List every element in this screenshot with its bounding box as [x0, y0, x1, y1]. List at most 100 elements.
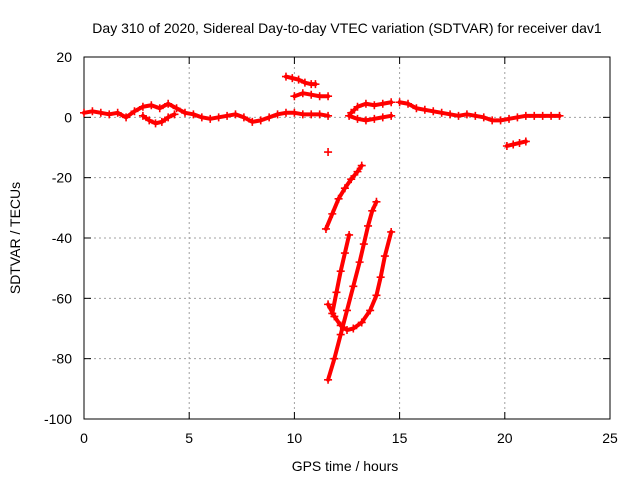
- data-point: [345, 230, 354, 239]
- data-point: [359, 240, 368, 249]
- y-tick-label: 20: [56, 49, 72, 65]
- data-point: [330, 312, 339, 321]
- data-points: [80, 72, 564, 384]
- data-point: [429, 107, 438, 116]
- data-point: [336, 267, 345, 276]
- data-point: [420, 105, 429, 114]
- data-point: [412, 104, 421, 113]
- data-point: [334, 194, 343, 203]
- data-point: [353, 102, 362, 111]
- data-point: [479, 113, 488, 122]
- data-point: [353, 167, 362, 176]
- chart-title: Day 310 of 2020, Sidereal Day-to-day VTE…: [92, 20, 602, 36]
- series-streak-b: [324, 197, 381, 384]
- data-point: [231, 110, 240, 119]
- series-hump-9.5: [281, 72, 320, 89]
- y-tick-label: 0: [64, 109, 72, 125]
- data-point: [343, 326, 351, 335]
- data-point: [340, 184, 349, 193]
- data-point: [290, 108, 299, 117]
- data-point: [378, 99, 387, 108]
- data-point: [361, 99, 370, 108]
- data-point: [364, 221, 373, 230]
- data-point: [538, 111, 547, 120]
- data-point: [355, 258, 364, 267]
- data-point: [197, 113, 206, 122]
- data-point: [530, 111, 539, 120]
- data-point: [387, 98, 396, 107]
- series-streak-c: [328, 230, 354, 318]
- data-point: [239, 113, 248, 122]
- data-point: [502, 141, 511, 150]
- data-point: [256, 116, 265, 125]
- series-mid-segment-lower: [345, 111, 396, 125]
- data-point: [113, 108, 122, 117]
- data-point: [372, 291, 381, 300]
- data-point: [206, 114, 215, 123]
- data-point: [164, 113, 173, 122]
- data-point: [376, 273, 385, 282]
- x-tick-label: 0: [80, 430, 88, 446]
- series-isolated: [324, 148, 333, 157]
- data-point: [324, 111, 333, 120]
- data-point: [288, 74, 297, 83]
- y-tick-label: -100: [44, 411, 72, 427]
- data-point: [324, 148, 333, 157]
- data-point: [366, 306, 375, 315]
- data-point: [349, 282, 358, 291]
- data-point: [345, 111, 354, 120]
- data-point: [454, 111, 463, 120]
- data-point: [437, 108, 446, 117]
- data-point: [336, 330, 345, 339]
- data-point: [189, 110, 198, 119]
- axis-ticks: [83, 56, 611, 420]
- data-point: [357, 318, 366, 327]
- series-small-dip-21: [502, 137, 530, 150]
- y-tick-label: -60: [52, 290, 72, 306]
- data-point: [361, 116, 370, 125]
- series-baseline-dip: [138, 110, 179, 128]
- series-baseline: [80, 99, 333, 126]
- data-point: [96, 108, 105, 117]
- data-point: [395, 98, 404, 107]
- data-point: [349, 324, 358, 333]
- x-tick-label: 5: [185, 430, 193, 446]
- data-point: [315, 92, 324, 101]
- data-point: [170, 110, 179, 119]
- y-axis-label: SDTVAR / TECUs: [7, 182, 23, 294]
- data-point: [515, 138, 524, 147]
- data-point: [505, 114, 514, 123]
- data-point: [521, 137, 530, 146]
- x-tick-label: 15: [392, 430, 408, 446]
- data-point: [378, 113, 387, 122]
- y-tick-label: -20: [52, 170, 72, 186]
- data-point: [307, 90, 316, 99]
- series-hump-10: [290, 89, 333, 101]
- series-streak-a: [321, 161, 366, 233]
- series-trace: [326, 199, 379, 382]
- data-point: [336, 321, 345, 330]
- data-point: [300, 78, 309, 87]
- x-tick-label: 10: [287, 430, 303, 446]
- data-point: [214, 113, 223, 122]
- data-point: [380, 252, 389, 261]
- data-point: [555, 111, 564, 120]
- data-point: [307, 110, 316, 119]
- data-point: [145, 116, 154, 125]
- data-point: [122, 113, 131, 122]
- series-mid-segment-upper: [347, 98, 396, 117]
- y-tick-label: -80: [52, 351, 72, 367]
- data-point: [155, 104, 164, 113]
- data-point: [513, 113, 522, 122]
- data-point: [324, 92, 333, 101]
- data-point: [521, 111, 530, 120]
- data-point: [315, 110, 324, 119]
- data-point: [496, 116, 505, 125]
- data-point: [353, 114, 362, 123]
- data-point: [340, 249, 349, 258]
- data-point: [88, 107, 97, 116]
- data-point: [328, 209, 337, 218]
- data-point: [324, 375, 333, 384]
- x-tick-labels: 0 5 10 15 20 25: [80, 430, 618, 446]
